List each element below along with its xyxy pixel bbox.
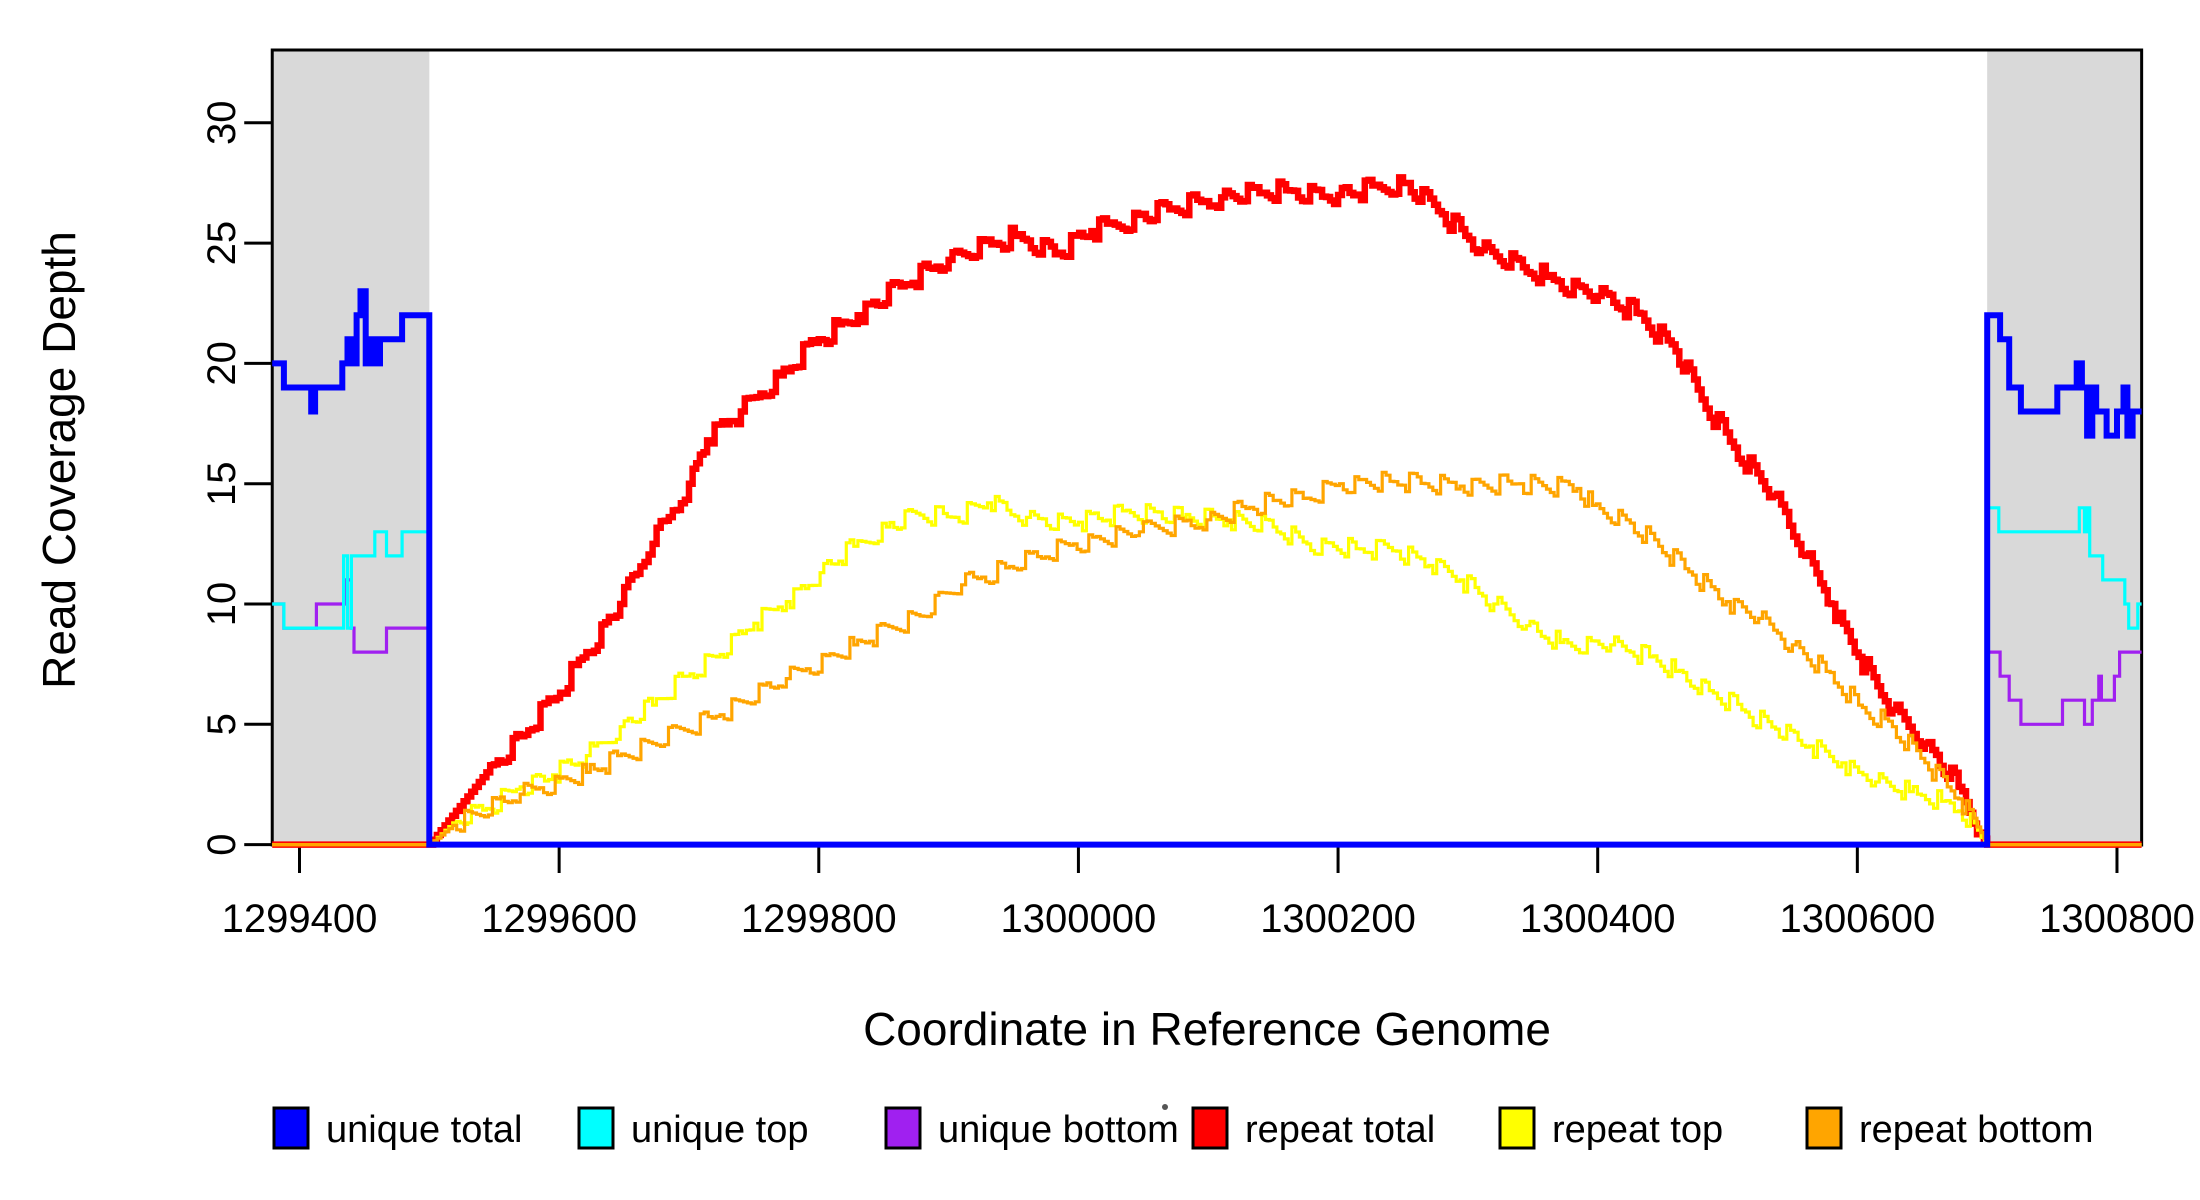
- y-tick-label: 20: [200, 341, 244, 386]
- legend-swatch-repeat-top: [1498, 1106, 1536, 1150]
- legend-label-unique-bottom: unique bottom: [938, 1109, 1179, 1151]
- series-unique-total: [272, 288, 2142, 848]
- legend-label-unique-total: unique total: [326, 1109, 523, 1151]
- y-tick-label: 5: [200, 713, 244, 735]
- legend-swatch-unique-total: [272, 1106, 310, 1150]
- x-tick-label: 1299600: [481, 897, 637, 941]
- y-tick-label: 25: [200, 221, 244, 266]
- shaded-region: [1987, 50, 2142, 845]
- y-tick-label: 15: [200, 461, 244, 506]
- legend-swatch-repeat-bottom: [1805, 1106, 1843, 1150]
- y-tick-label: 0: [200, 833, 244, 855]
- legend: unique total unique top unique bottom re…: [272, 1106, 2093, 1151]
- legend-swatch-unique-bottom: [884, 1106, 922, 1150]
- legend-label-repeat-total: repeat total: [1245, 1109, 1435, 1151]
- x-tick-label: 1300400: [1520, 897, 1676, 941]
- legend-label-unique-top: unique top: [631, 1109, 809, 1151]
- y-axis-title: Read Coverage Depth: [33, 231, 85, 689]
- y-tick-label: 10: [200, 582, 244, 627]
- x-axis: 1299400 1299600 1299800 1300000 1300200 13004…: [222, 845, 2195, 941]
- series-repeat-top: [272, 494, 2142, 847]
- plot-area: 1299400 1299600 1299800 1300000 1300200 13004…: [200, 48, 2195, 1110]
- series-repeat-bottom: [272, 470, 2142, 847]
- series-unique-bottom: [272, 578, 2142, 847]
- x-tick-label: 1300200: [1260, 897, 1416, 941]
- x-tick-label: 1300800: [2039, 897, 2195, 941]
- legend-swatch-unique-top: [577, 1106, 615, 1150]
- x-tick-label: 1299800: [741, 897, 897, 941]
- plot-border: [270, 48, 2144, 847]
- series-unique-top: [272, 506, 2142, 847]
- x-tick-label: 1299400: [222, 897, 378, 941]
- x-axis-title: Coordinate in Reference Genome: [863, 1003, 1551, 1055]
- legend-swatch-repeat-total: [1191, 1106, 1229, 1150]
- stray-dot: [1162, 1104, 1168, 1110]
- x-tick-label: 1300600: [1779, 897, 1935, 941]
- y-tick-label: 30: [200, 101, 244, 146]
- shaded-region: [272, 50, 430, 845]
- series-repeat-total: [272, 174, 2142, 848]
- legend-label-repeat-bottom: repeat bottom: [1859, 1109, 2093, 1151]
- y-axis: 0 5 10 15 20 25 30: [200, 101, 273, 856]
- legend-label-repeat-top: repeat top: [1552, 1109, 1723, 1151]
- x-tick-label: 1300000: [1001, 897, 1157, 941]
